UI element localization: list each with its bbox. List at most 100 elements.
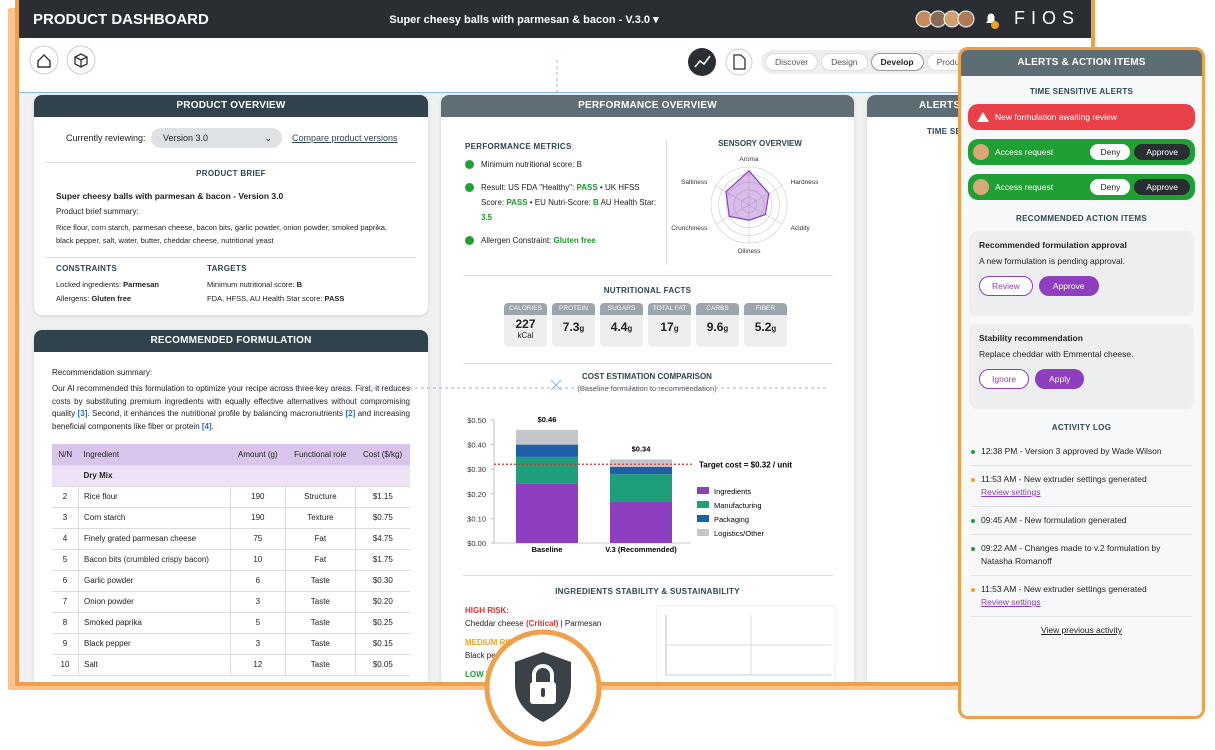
group-row: Dry Mix <box>52 465 410 487</box>
radar-axis <box>715 204 750 225</box>
bar-total-label: $0.34 <box>632 444 652 453</box>
log-entry: 12:38 PM - Version 3 approved by Wade Wi… <box>971 438 1192 466</box>
approve-button[interactable]: Approve <box>1134 144 1190 160</box>
card-title: PERFORMANCE OVERVIEW <box>441 95 854 117</box>
stage-tab[interactable]: Develop <box>870 53 924 71</box>
action-title: Stability recommendation <box>979 333 1083 343</box>
nutrition-value: 227 kCal <box>504 317 547 340</box>
log-text: 11:53 AM - New extruder settings generat… <box>981 584 1147 594</box>
brand-logo: FIOS <box>1014 8 1081 28</box>
product-selector[interactable]: Super cheesy balls with parmesan & bacon… <box>389 14 659 26</box>
unit: g <box>627 324 633 333</box>
bar-segment <box>610 459 672 467</box>
section-title: TARGETS <box>207 264 247 273</box>
action-card: Stability recommendation Replace cheddar … <box>969 324 1194 409</box>
divider <box>666 140 667 265</box>
compare-link[interactable]: Compare product versions <box>292 133 398 143</box>
column-header: Cost ($/kg) <box>355 444 410 466</box>
cell: 75 <box>229 528 286 550</box>
cell: 10 <box>52 654 79 676</box>
time-alert[interactable]: Access request Deny Approve <box>968 174 1195 200</box>
time-alert[interactable]: Access request Deny Approve <box>968 139 1195 165</box>
text-segment: | Parmesan <box>558 619 602 628</box>
table-row: 2 Rice flour 190 Structure $1.15 <box>52 486 410 508</box>
cell: 3 <box>229 591 286 613</box>
log-entry: 09:45 AM - New formulation generated <box>971 507 1192 535</box>
nutrition-label: SUGARS <box>600 303 643 315</box>
text-segment: Minimum nutritional score: B <box>481 160 582 169</box>
product-name: Super cheesy balls with parmesan & bacon… <box>389 14 651 26</box>
primary-button[interactable]: Apply <box>1035 369 1085 389</box>
risk-label: HIGH RISK: <box>465 606 509 615</box>
chart-subtitle: (Baseline formulation to recommendation) <box>577 384 717 393</box>
check-icon <box>465 183 474 192</box>
cell: $4.75 <box>354 528 410 550</box>
column-header: Amount (g) <box>230 444 286 466</box>
log-link[interactable]: Review settings <box>981 597 1041 607</box>
deny-button[interactable]: Deny <box>1090 144 1131 160</box>
brief-row: Allergens: Gluten free <box>56 292 159 306</box>
time-alert[interactable]: New formulation awaiting review <box>968 104 1195 130</box>
metric: Minimum nutritional score: B <box>465 157 660 172</box>
risk-items: Cheddar cheese (Critical) | Parmesan <box>465 617 655 630</box>
radar-axis <box>748 185 783 206</box>
radar-label: Aroma <box>739 156 759 163</box>
cell: 10 <box>229 549 286 571</box>
recommended-formulation-card: RECOMMENDED FORMULATION Recommendation s… <box>34 330 428 682</box>
cell: 5 <box>229 612 286 634</box>
legend-label: Manufacturing <box>714 501 762 510</box>
deny-button[interactable]: Deny <box>1090 179 1131 195</box>
risk-label: MEDIUM RISK: <box>465 638 522 647</box>
stability-plot <box>656 605 836 682</box>
radar-label: Hardness <box>791 179 820 186</box>
y-tick-label: $0.40 <box>467 441 486 450</box>
cell: Salt <box>78 654 231 676</box>
radar-label: Saltiness <box>681 179 708 186</box>
log-entry: 11:53 AM - New extruder settings generat… <box>971 576 1192 617</box>
cell: Smoked paprika <box>78 612 231 634</box>
text-segment: Gluten free <box>553 236 596 245</box>
constraints: Locked ingredients: Parmesan Allergens: G… <box>56 278 159 306</box>
stage-tab[interactable]: Design <box>821 53 868 71</box>
cell: $0.30 <box>354 570 410 592</box>
brief-row: Minimum nutritional score: B <box>207 278 344 292</box>
cell: 3 <box>52 507 79 529</box>
chart-title: SENSORY OVERVIEW <box>718 139 802 148</box>
text-segment: • EU Nutri-Score: <box>527 198 594 207</box>
stage-tab[interactable]: Discover <box>765 53 819 71</box>
unit: g <box>673 324 679 333</box>
nutrition-label: CALORIES <box>504 303 547 315</box>
cell: 5 <box>52 549 79 571</box>
log-link[interactable]: Review settings <box>981 487 1041 497</box>
brief-row: Locked ingredients: Parmesan <box>56 278 159 292</box>
label: Currently reviewing: <box>66 133 146 143</box>
text-segment: Allergen Constraint: <box>481 236 554 245</box>
status-dot <box>971 519 975 523</box>
column-header: N/N <box>52 444 79 466</box>
check-icon <box>465 236 474 245</box>
version-select[interactable]: Version 3.0 ⌄ <box>151 128 282 148</box>
secondary-button[interactable]: Review <box>979 276 1033 296</box>
y-tick-label: $0.20 <box>467 490 486 499</box>
secondary-button[interactable]: Ignore <box>979 369 1030 389</box>
text-segment: B <box>593 198 599 207</box>
cell: 6 <box>229 570 286 592</box>
value: Gluten free <box>91 294 132 303</box>
nutrition-box: FIBER 5.2g <box>744 303 787 347</box>
text-segment: PASS <box>506 198 528 207</box>
alert-icon <box>977 112 989 122</box>
cell: $0.25 <box>354 612 410 634</box>
nutrition-label: PROTEIN <box>552 303 595 315</box>
performance-overview-card: PERFORMANCE OVERVIEW PERFORMANCE METRICS… <box>441 95 854 682</box>
approve-button[interactable]: Approve <box>1134 179 1190 195</box>
avatars <box>915 10 999 29</box>
view-more-link[interactable]: View previous activity <box>1040 625 1123 635</box>
primary-button[interactable]: Approve <box>1038 276 1099 296</box>
cell: Texture <box>284 507 356 529</box>
radar-label: Acidity <box>791 225 811 232</box>
cell: 190 <box>229 486 286 508</box>
alert-icon <box>973 144 989 160</box>
cell: 190 <box>229 507 286 529</box>
legend-swatch <box>697 515 709 522</box>
